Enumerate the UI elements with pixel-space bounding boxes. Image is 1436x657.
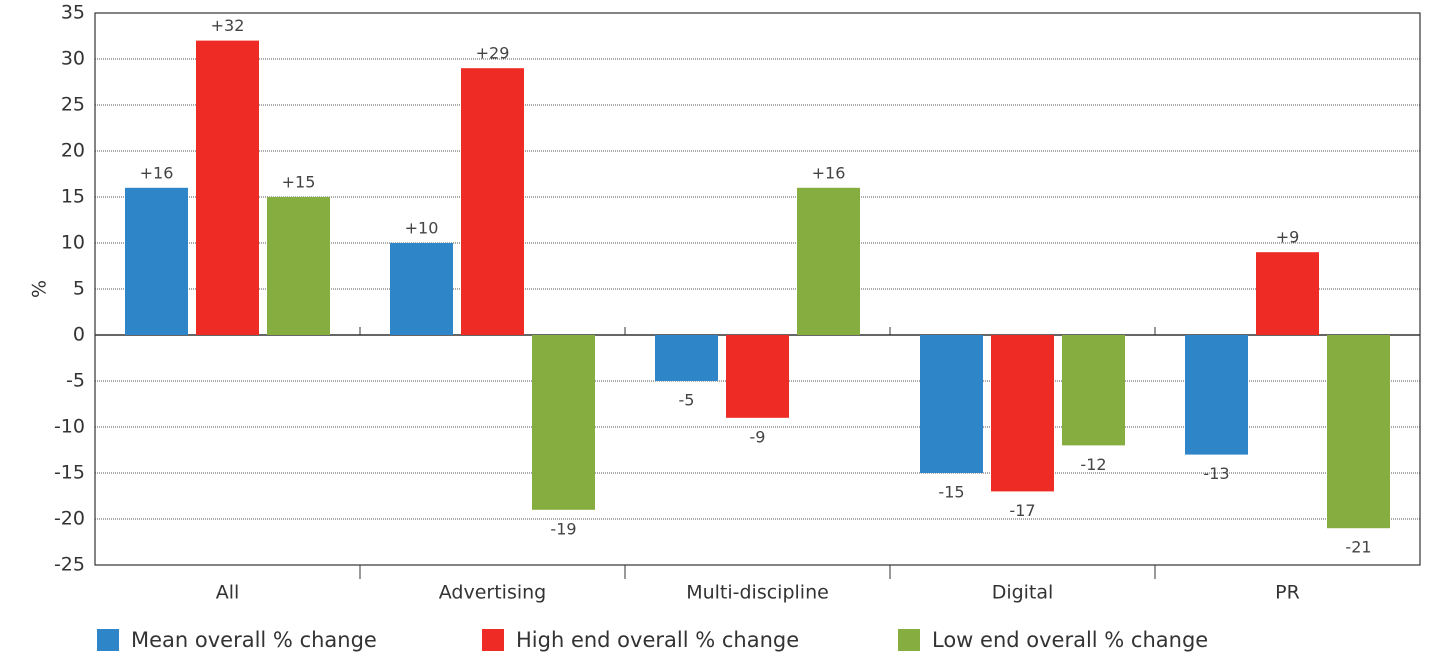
y-tick-label: 15 <box>61 186 85 208</box>
value-label: -5 <box>679 391 695 410</box>
plot-frame <box>94 12 1421 566</box>
value-label: +9 <box>1276 228 1300 247</box>
legend-swatch <box>482 629 504 651</box>
legend-swatch <box>898 629 920 651</box>
x-tick-label: All <box>216 582 240 604</box>
y-axis-label: % <box>29 280 51 298</box>
bar <box>125 187 188 335</box>
y-tick-label: -10 <box>54 416 85 438</box>
y-tick-label: 0 <box>73 324 85 346</box>
value-label: +10 <box>405 219 439 238</box>
bar <box>461 68 524 335</box>
value-label: +15 <box>282 173 316 192</box>
y-tick-label: -25 <box>54 554 85 576</box>
y-tick-label: 25 <box>61 94 85 116</box>
y-tick-label: 30 <box>61 48 85 70</box>
x-tick-label: Digital <box>992 582 1054 604</box>
bar <box>1185 335 1248 455</box>
value-label: -15 <box>938 483 964 502</box>
y-tick-label: -15 <box>54 462 85 484</box>
y-tick-label: 35 <box>61 2 85 24</box>
y-tick-label: -5 <box>66 370 85 392</box>
legend-label: High end overall % change <box>516 628 799 652</box>
bar <box>797 187 860 335</box>
x-tick-label: Multi-discipline <box>686 582 829 604</box>
bar <box>991 335 1054 492</box>
value-label: +16 <box>140 163 174 182</box>
x-tick-label: PR <box>1275 582 1300 604</box>
y-tick-label: 5 <box>73 278 85 300</box>
value-label: -12 <box>1080 455 1106 474</box>
bar <box>726 335 789 418</box>
bar <box>920 335 983 473</box>
x-tick-label: Advertising <box>439 582 546 604</box>
value-label: -13 <box>1203 464 1229 483</box>
legend-label: Low end overall % change <box>932 628 1208 652</box>
bar <box>1256 252 1319 335</box>
legend-swatch <box>97 629 119 651</box>
legend-label: Mean overall % change <box>131 628 377 652</box>
value-label: +16 <box>812 163 846 182</box>
bar <box>196 40 259 335</box>
value-label: -9 <box>750 427 766 446</box>
value-label: +29 <box>476 44 510 63</box>
value-label: +32 <box>211 16 245 35</box>
value-label: -21 <box>1345 538 1371 557</box>
bar <box>1062 335 1125 446</box>
bar <box>532 335 595 510</box>
bar <box>390 243 453 335</box>
y-tick-label: 20 <box>61 140 85 162</box>
value-label: -17 <box>1009 501 1035 520</box>
y-tick-label: 10 <box>61 232 85 254</box>
bar <box>1327 335 1390 529</box>
value-label: -19 <box>550 519 576 538</box>
bar <box>655 335 718 381</box>
y-tick-label: -20 <box>54 508 85 530</box>
bar <box>267 197 330 335</box>
